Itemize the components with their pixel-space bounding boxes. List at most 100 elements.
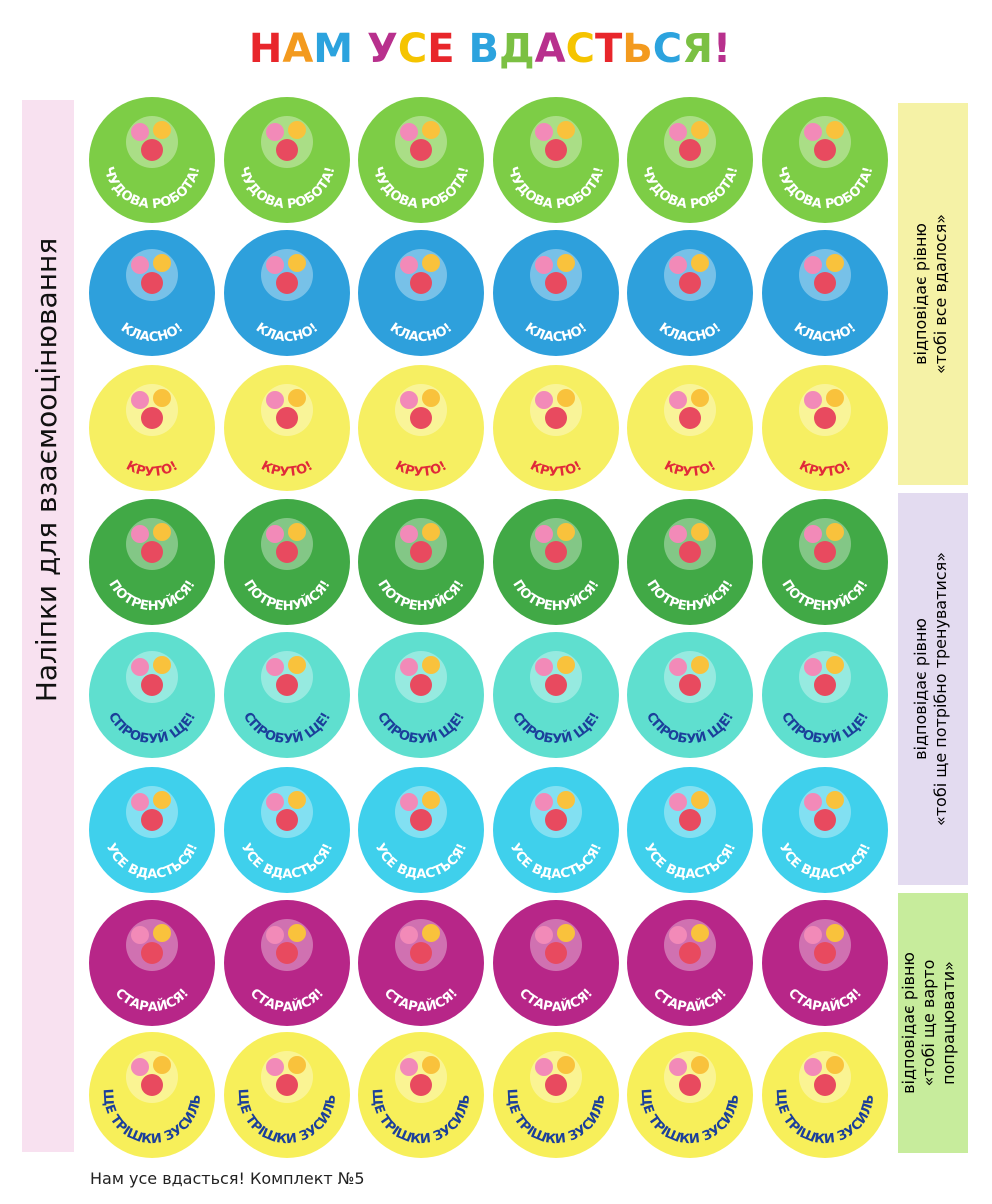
sticker-picture bbox=[266, 1058, 284, 1076]
sticker: ПОТРЕНУЙСЯ! bbox=[762, 499, 888, 625]
sticker-picture bbox=[276, 407, 298, 429]
sticker: УСЕ ВДАСТЬСЯ! bbox=[89, 767, 215, 893]
sticker-picture bbox=[288, 389, 306, 407]
sticker-picture bbox=[679, 139, 701, 161]
footer: Нам усе вдасться! Комплект №5 bbox=[90, 1169, 365, 1188]
sticker-label: КРУТО! bbox=[393, 459, 450, 481]
sticker-picture bbox=[826, 389, 844, 407]
sticker-picture bbox=[804, 658, 822, 676]
sticker-picture bbox=[276, 809, 298, 831]
sticker-picture bbox=[276, 942, 298, 964]
title-letter: Д bbox=[499, 26, 535, 72]
sticker: КЛАСНО! bbox=[224, 230, 350, 356]
sticker: СТАРАЙСЯ! bbox=[762, 900, 888, 1026]
sticker: УСЕ ВДАСТЬСЯ! bbox=[762, 767, 888, 893]
sticker-picture bbox=[422, 389, 440, 407]
level-text: «тобі ще варто bbox=[919, 960, 938, 1087]
sticker-picture bbox=[288, 656, 306, 674]
sticker-picture bbox=[276, 272, 298, 294]
title-letter: Н bbox=[249, 26, 282, 72]
sticker-picture bbox=[557, 254, 575, 272]
sticker-picture bbox=[545, 139, 567, 161]
sticker-picture bbox=[679, 674, 701, 696]
sticker-picture bbox=[691, 1056, 709, 1074]
sticker-picture bbox=[131, 391, 149, 409]
sticker-picture bbox=[410, 139, 432, 161]
sticker-picture bbox=[679, 809, 701, 831]
sticker-picture bbox=[410, 1074, 432, 1096]
sticker-picture bbox=[545, 272, 567, 294]
sticker-picture bbox=[814, 407, 836, 429]
sticker-picture bbox=[153, 254, 171, 272]
sticker-picture bbox=[814, 541, 836, 563]
sticker: КРУТО! bbox=[627, 365, 753, 491]
sticker-picture bbox=[535, 1058, 553, 1076]
sticker-picture bbox=[545, 809, 567, 831]
sticker-picture bbox=[153, 791, 171, 809]
sticker-picture bbox=[400, 793, 418, 811]
sticker-picture bbox=[400, 658, 418, 676]
sticker: ПОТРЕНУЙСЯ! bbox=[358, 499, 484, 625]
title-letter: Ь bbox=[622, 26, 653, 72]
sticker-picture bbox=[545, 541, 567, 563]
sticker: ЧУДОВА РОБОТА! bbox=[89, 97, 215, 223]
sticker: КРУТО! bbox=[224, 365, 350, 491]
sticker: СПРОБУЙ ЩЕ! bbox=[627, 632, 753, 758]
sticker-picture bbox=[141, 674, 163, 696]
level-text: відповідає рівню bbox=[911, 618, 930, 760]
sticker-picture bbox=[804, 391, 822, 409]
sticker: СТАРАЙСЯ! bbox=[627, 900, 753, 1026]
sticker-picture bbox=[826, 1056, 844, 1074]
sticker-label-text: КРУТО! bbox=[259, 459, 316, 481]
sticker-picture bbox=[276, 674, 298, 696]
sticker-picture bbox=[410, 809, 432, 831]
sticker-picture bbox=[422, 523, 440, 541]
title-letter: А bbox=[282, 26, 313, 72]
sticker-picture bbox=[410, 674, 432, 696]
sticker-picture bbox=[410, 407, 432, 429]
sticker: КЛАСНО! bbox=[762, 230, 888, 356]
sticker-picture bbox=[826, 924, 844, 942]
title-letter: С bbox=[566, 26, 595, 72]
sticker-picture bbox=[410, 272, 432, 294]
sticker: КРУТО! bbox=[762, 365, 888, 491]
sticker-picture bbox=[826, 791, 844, 809]
sticker-picture bbox=[669, 793, 687, 811]
sticker: СПРОБУЙ ЩЕ! bbox=[358, 632, 484, 758]
sticker: КРУТО! bbox=[358, 365, 484, 491]
sticker-label: КРУТО! bbox=[259, 459, 316, 481]
sticker: СПРОБУЙ ЩЕ! bbox=[762, 632, 888, 758]
sticker-picture bbox=[266, 525, 284, 543]
sticker-picture bbox=[826, 254, 844, 272]
sticker-picture bbox=[288, 924, 306, 942]
sticker-picture bbox=[669, 926, 687, 944]
sticker-picture bbox=[400, 1058, 418, 1076]
sticker-picture bbox=[535, 123, 553, 141]
sticker-picture bbox=[826, 121, 844, 139]
sticker: УСЕ ВДАСТЬСЯ! bbox=[224, 767, 350, 893]
sticker: ПОТРЕНУЙСЯ! bbox=[493, 499, 619, 625]
sticker-picture bbox=[141, 809, 163, 831]
sticker-picture bbox=[557, 656, 575, 674]
title-letter: Я bbox=[682, 26, 713, 72]
sticker-picture bbox=[826, 523, 844, 541]
sticker-picture bbox=[557, 523, 575, 541]
level-band bbox=[898, 493, 968, 885]
sticker-picture bbox=[410, 942, 432, 964]
sticker-picture bbox=[535, 391, 553, 409]
title-letter: М bbox=[313, 26, 353, 72]
sticker-picture bbox=[266, 256, 284, 274]
sticker-label-text: КРУТО! bbox=[393, 459, 450, 481]
sticker-picture bbox=[691, 656, 709, 674]
sticker-picture bbox=[131, 658, 149, 676]
sticker-picture bbox=[814, 809, 836, 831]
sticker-picture bbox=[535, 926, 553, 944]
sticker-picture bbox=[288, 121, 306, 139]
sticker-picture bbox=[814, 139, 836, 161]
sticker: СТАРАЙСЯ! bbox=[89, 900, 215, 1026]
sticker-picture bbox=[535, 256, 553, 274]
sticker-picture bbox=[266, 658, 284, 676]
sticker-picture bbox=[141, 541, 163, 563]
sticker: УСЕ ВДАСТЬСЯ! bbox=[627, 767, 753, 893]
side-band bbox=[22, 100, 74, 1152]
